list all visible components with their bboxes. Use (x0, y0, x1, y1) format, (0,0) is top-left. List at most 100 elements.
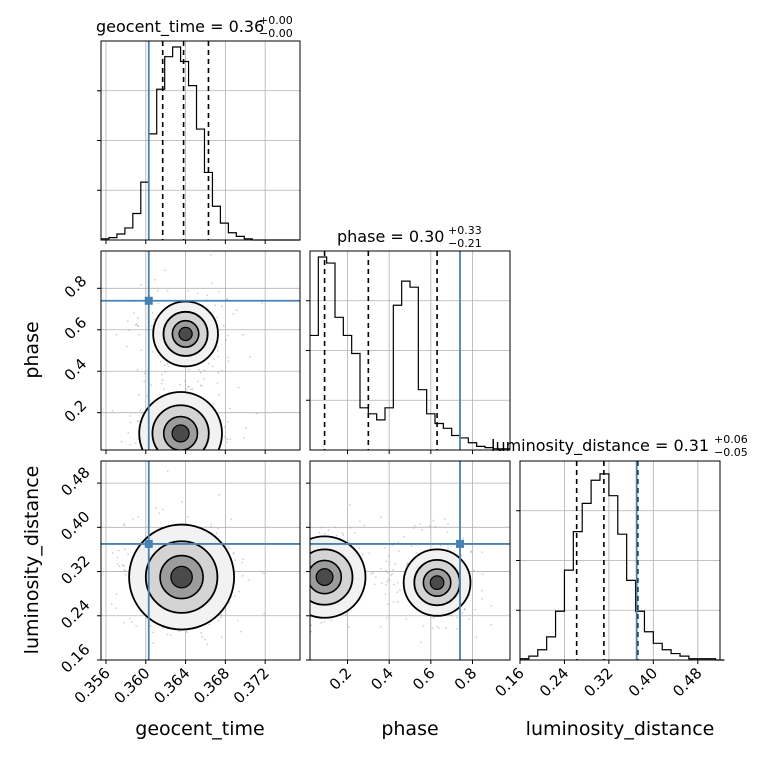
sample-point (132, 312, 135, 314)
sample-point (387, 578, 390, 580)
sample-point (185, 388, 188, 391)
sample-point (164, 364, 166, 366)
sample-point (213, 358, 216, 360)
sample-point (379, 626, 382, 628)
x-tick-label: 0.48 (669, 664, 705, 700)
sample-point (271, 575, 273, 577)
sample-point (217, 619, 220, 622)
sample-point (301, 597, 303, 599)
sample-point (226, 421, 229, 423)
sample-point (436, 625, 439, 628)
sample-point (297, 619, 299, 621)
sample-point (111, 409, 114, 412)
y-axis-label-phase: phase (21, 321, 43, 378)
sample-point (188, 456, 190, 458)
sample-point (241, 561, 244, 564)
sample-point (132, 518, 135, 520)
sample-point (289, 547, 291, 549)
sample-point (123, 564, 125, 567)
sample-point (143, 372, 146, 375)
sample-point (222, 324, 225, 327)
y-tick-label: 0.24 (57, 596, 93, 632)
sample-point (473, 569, 475, 572)
sample-point (291, 633, 293, 635)
density-contour (315, 568, 334, 586)
panel-content (101, 251, 300, 476)
sample-point (242, 558, 245, 561)
sample-point (216, 350, 219, 352)
sample-point (192, 458, 194, 460)
sample-point (226, 438, 229, 441)
y-tick-label: 0.8 (61, 272, 91, 302)
sample-point (165, 472, 167, 474)
sample-point (187, 368, 190, 371)
sample-point (129, 443, 132, 446)
x-tick-label: 0.364 (150, 664, 193, 707)
sample-point (151, 351, 154, 353)
sample-point (422, 624, 425, 627)
sample-point (217, 527, 219, 530)
sample-point (399, 589, 401, 592)
sample-point (480, 589, 483, 592)
panel-frame (309, 250, 511, 451)
sample-point (129, 415, 132, 417)
x-tick-label: 0.372 (230, 664, 273, 707)
sample-point (123, 621, 125, 624)
sample-point (232, 551, 235, 554)
sample-point (193, 474, 195, 476)
sample-point (215, 532, 218, 534)
sample-point (219, 456, 221, 458)
sample-point (211, 365, 214, 368)
sample-point (305, 556, 307, 558)
sample-point (201, 636, 204, 638)
sample-point (226, 297, 229, 300)
sample-point (114, 607, 117, 610)
sample-point (234, 559, 237, 561)
sample-point (384, 569, 387, 572)
sample-point (120, 465, 122, 467)
sample-point (180, 453, 182, 455)
sample-point (432, 519, 435, 522)
sample-point (255, 412, 258, 415)
sample-point (368, 552, 371, 554)
sample-point (279, 567, 281, 569)
sample-point (249, 355, 252, 358)
sample-point (397, 550, 400, 553)
sample-point (359, 520, 361, 523)
sample-point (201, 458, 203, 460)
sample-point (178, 630, 181, 633)
sample-point (490, 624, 493, 626)
panel-frame (309, 460, 511, 661)
sample-point (212, 403, 215, 405)
sample-point (379, 567, 382, 570)
sample-point (342, 534, 345, 536)
sample-point (320, 526, 323, 529)
sample-point (305, 584, 307, 586)
sample-point (143, 380, 146, 383)
sample-point (443, 518, 446, 520)
sample-point (169, 634, 172, 636)
sample-point (187, 385, 190, 388)
sample-point (218, 393, 221, 396)
sample-point (310, 630, 313, 633)
sample-point (428, 525, 431, 527)
sample-point (463, 608, 466, 610)
sample-point (353, 531, 356, 534)
sample-point (164, 269, 166, 272)
sample-point (481, 551, 483, 553)
sample-point (224, 608, 227, 611)
sample-point (207, 362, 210, 365)
sample-point (125, 573, 127, 576)
sample-point (225, 339, 227, 341)
sample-point (295, 607, 297, 609)
sample-point (240, 630, 242, 633)
density-panel-phase-vs-luminosity-distance: 0.2 0.4 0.6 0.8 (261, 460, 511, 694)
y-tick-label: 0.32 (57, 552, 93, 588)
sample-point (123, 569, 126, 571)
sample-point (191, 474, 193, 476)
sample-point (216, 474, 218, 476)
sample-point (261, 613, 263, 615)
sample-point (260, 571, 263, 573)
sample-point (194, 462, 196, 464)
